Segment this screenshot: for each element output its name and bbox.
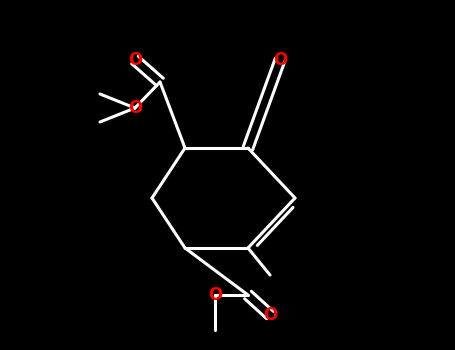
Text: O: O [273, 51, 287, 69]
Text: O: O [208, 286, 222, 304]
Text: O: O [263, 306, 277, 324]
Text: O: O [128, 51, 142, 69]
Text: O: O [128, 99, 142, 117]
